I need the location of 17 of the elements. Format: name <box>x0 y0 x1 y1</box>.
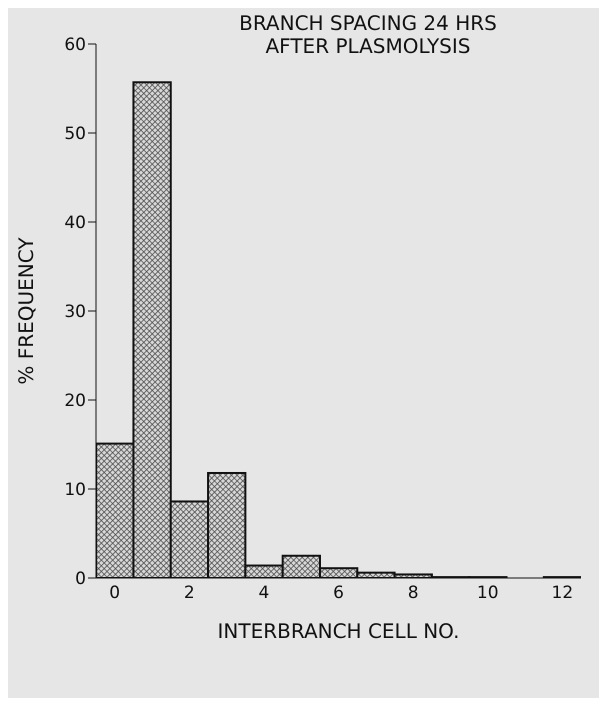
x-axis-title: INTERBRANCH CELL NO. <box>218 619 460 643</box>
x-tick-label: 4 <box>258 583 270 604</box>
x-tick-label: 6 <box>333 583 344 604</box>
y-tick-label: 30 <box>64 302 86 322</box>
y-tick-label: 60 <box>64 35 86 56</box>
x-tick-label: 10 <box>476 583 499 604</box>
y-tick-label: 10 <box>64 480 86 500</box>
y-tick-label: 0 <box>75 569 86 590</box>
y-tick-label: 20 <box>64 391 86 412</box>
y-tick-label: 50 <box>64 124 86 144</box>
x-tick-label: 2 <box>184 583 195 604</box>
x-tick-label: 12 <box>552 583 574 604</box>
y-axis-title: % FREQUENCY <box>14 236 38 385</box>
y-tick-label: 40 <box>64 213 86 234</box>
chart-title: BRANCH SPACING 24 HRS AFTER PLASMOLYSIS <box>238 11 498 58</box>
x-tick-label: 0 <box>109 583 120 604</box>
x-tick-label: 8 <box>408 583 419 604</box>
